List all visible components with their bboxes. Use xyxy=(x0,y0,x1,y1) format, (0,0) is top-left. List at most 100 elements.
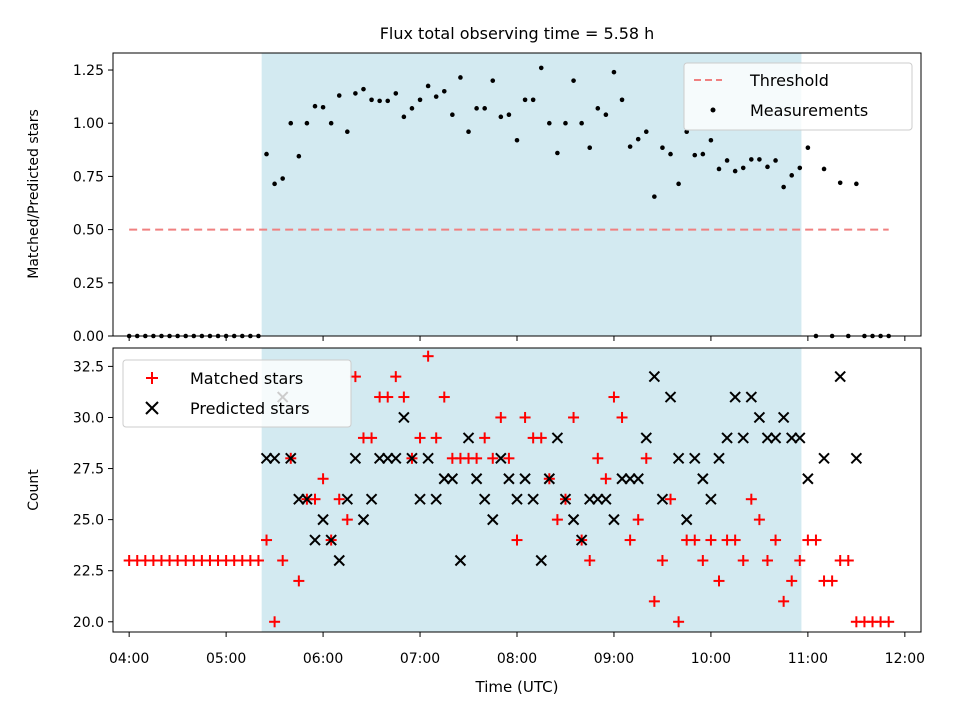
measurement-point xyxy=(595,106,601,111)
measurement-point xyxy=(458,75,463,80)
matched-point xyxy=(349,371,361,383)
matched-point xyxy=(551,514,563,526)
matched-point xyxy=(665,493,677,505)
matched-point xyxy=(414,432,426,444)
predicted-point xyxy=(737,432,749,444)
matched-point xyxy=(745,493,757,505)
predicted-point xyxy=(341,493,354,505)
y-tick-label: 25.0 xyxy=(73,513,104,529)
measurement-point xyxy=(805,145,811,150)
measurement-point xyxy=(433,94,439,99)
predicted-point xyxy=(802,473,814,485)
measurement-point xyxy=(425,83,431,89)
predicted-point xyxy=(794,432,806,444)
measurement-point xyxy=(563,120,568,126)
x-axis-label: Time (UTC) xyxy=(475,678,559,696)
measurement-point xyxy=(716,166,722,172)
matched-point xyxy=(261,534,273,546)
matched-point xyxy=(729,534,741,546)
measurement-point xyxy=(353,91,358,96)
predicted-point xyxy=(575,534,588,546)
matched-point xyxy=(608,391,620,403)
predicted-point xyxy=(317,513,329,526)
measurement-point xyxy=(320,104,326,110)
x-tick-label: 10:00 xyxy=(691,651,731,667)
measurement-point xyxy=(740,165,746,171)
legend-matched-swatch xyxy=(146,372,158,384)
matched-point xyxy=(479,432,491,444)
chart-title: Flux total observing time = 5.58 h xyxy=(380,24,655,43)
measurement-point xyxy=(571,78,576,83)
predicted-point xyxy=(600,493,612,505)
measurement-point xyxy=(377,98,382,104)
legend-measurements-label: Measurements xyxy=(750,101,868,120)
predicted-point xyxy=(648,370,661,383)
measurement-point xyxy=(635,136,641,142)
matched-point xyxy=(761,554,773,566)
measurement-point xyxy=(328,120,334,126)
measurement-point xyxy=(474,106,479,111)
predicted-point xyxy=(697,473,709,485)
predicted-point xyxy=(689,452,701,465)
y-tick-label: 22.5 xyxy=(73,564,104,580)
measurement-point xyxy=(660,145,665,150)
measurement-point xyxy=(288,120,294,126)
measurement-point xyxy=(837,180,843,186)
measurement-point xyxy=(757,157,762,162)
matched-point xyxy=(883,616,895,628)
y-tick-label: 0.00 xyxy=(73,329,104,345)
y-tick-label: 30.0 xyxy=(73,410,104,426)
predicted-point xyxy=(543,473,556,485)
predicted-point xyxy=(454,554,467,567)
measurement-point xyxy=(789,173,795,178)
legend-predicted-swatch xyxy=(145,401,159,415)
measurement-point xyxy=(312,103,318,109)
predicted-point xyxy=(446,473,459,485)
matched-point xyxy=(592,452,604,464)
predicted-point xyxy=(567,513,580,526)
predicted-point xyxy=(608,513,620,526)
matched-point xyxy=(640,452,652,464)
y-tick-label: 0.50 xyxy=(73,223,104,239)
measurement-point xyxy=(603,112,609,118)
predicted-point xyxy=(478,493,491,505)
x-tick-label: 12:00 xyxy=(885,651,925,667)
predicted-point xyxy=(470,473,483,485)
x-tick-label: 04:00 xyxy=(109,651,149,667)
legend-box xyxy=(683,62,913,131)
measurement-point xyxy=(538,65,544,71)
y-tick-label: 0.25 xyxy=(73,276,104,292)
matched-point xyxy=(624,534,636,546)
measurement-point xyxy=(619,97,625,103)
x-tick-label: 08:00 xyxy=(497,651,537,667)
measurement-point xyxy=(409,106,415,111)
predicted-point xyxy=(705,493,717,505)
measurement-point xyxy=(345,129,350,135)
matched-point xyxy=(810,534,822,546)
predicted-point xyxy=(365,493,378,505)
matched-point xyxy=(519,411,531,423)
matched-point xyxy=(632,514,644,526)
predicted-point xyxy=(672,452,685,465)
matched-point xyxy=(398,391,410,403)
predicted-point xyxy=(487,513,499,526)
matched-point xyxy=(503,452,515,464)
measurement-point xyxy=(272,181,277,187)
predicted-point xyxy=(511,493,523,505)
measurement-point xyxy=(854,181,859,187)
measurement-point xyxy=(450,112,455,118)
measurement-point xyxy=(441,89,447,94)
y-tick-label: 27.5 xyxy=(73,462,104,478)
predicted-point xyxy=(656,493,669,505)
predicted-point xyxy=(559,493,572,505)
matched-point xyxy=(786,575,798,587)
measurement-point xyxy=(668,151,673,157)
y-axis: 0.00 0.25 0.50 0.75 1.00 1.25 xyxy=(73,63,113,345)
matched-point xyxy=(753,514,765,526)
matched-point xyxy=(794,554,806,566)
y-axis: 20.0 22.5 25.0 27.5 30.0 32.5 xyxy=(73,359,113,631)
matched-point xyxy=(252,554,264,566)
measurement-point xyxy=(361,86,366,92)
measurement-point xyxy=(522,97,528,103)
